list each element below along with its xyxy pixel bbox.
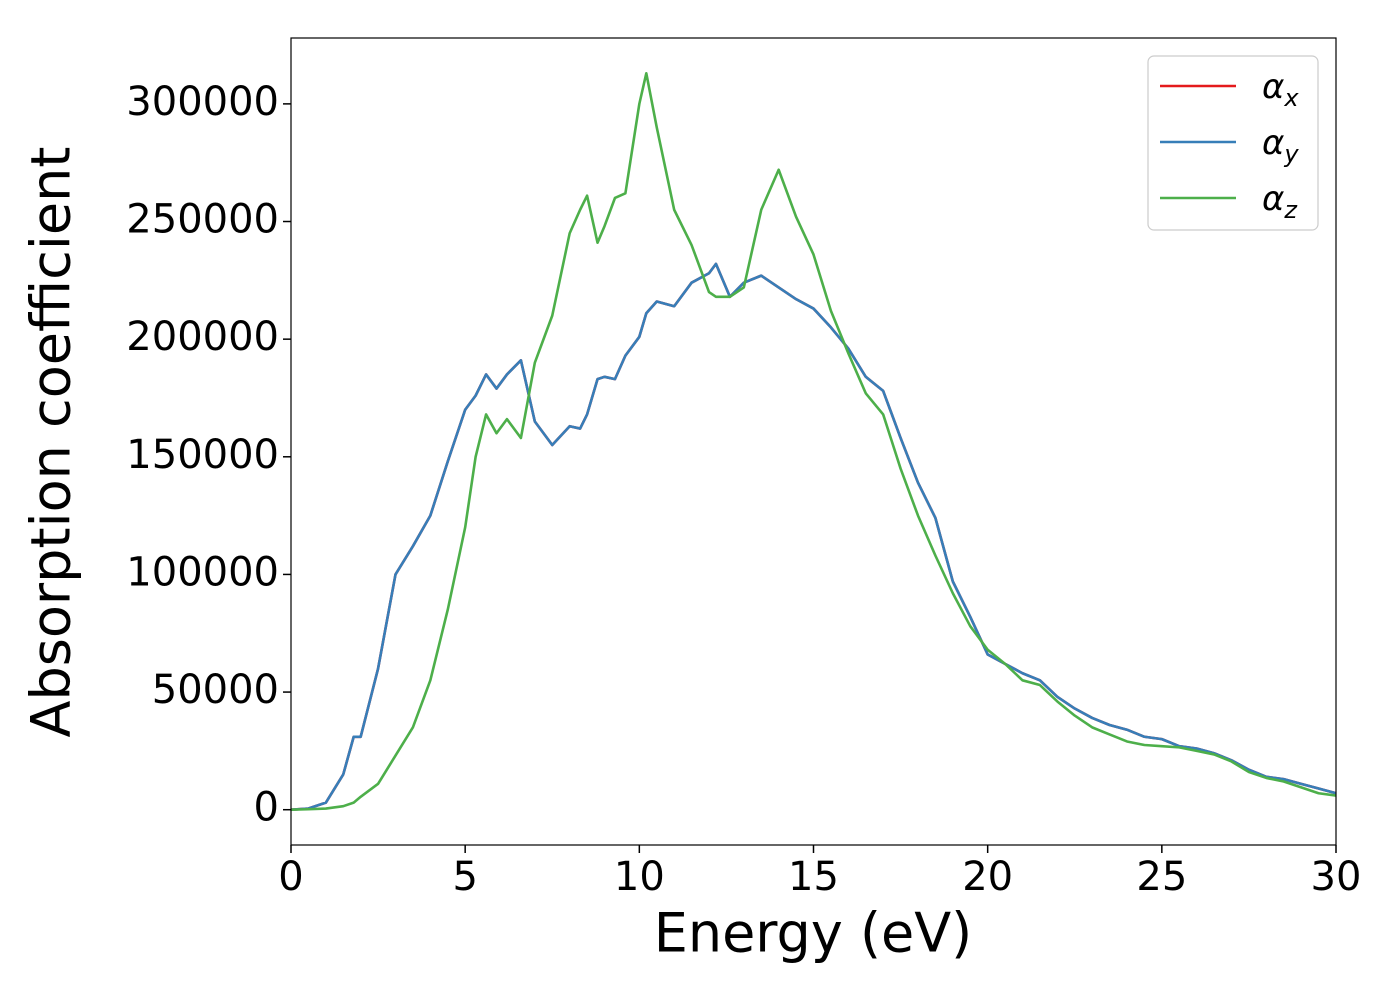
plot-lines bbox=[291, 71, 1336, 812]
plot-frame bbox=[290, 37, 1337, 846]
y-tick-label: 150000 bbox=[126, 432, 279, 478]
y-tick-label: 50000 bbox=[152, 667, 279, 713]
y-tick-label: 0 bbox=[254, 785, 279, 831]
y-tick-label: 100000 bbox=[126, 549, 279, 595]
x-tick-label: 30 bbox=[1311, 854, 1362, 900]
x-tick-label: 20 bbox=[962, 854, 1013, 900]
y-axis-label: Absorption coefficient bbox=[20, 147, 83, 738]
x-tick-label: 0 bbox=[278, 854, 303, 900]
series-line bbox=[291, 262, 1336, 812]
x-axis-label: Energy (eV) bbox=[654, 902, 973, 965]
series-line bbox=[291, 262, 1336, 812]
x-tick-label: 15 bbox=[788, 854, 839, 900]
x-tick-label: 25 bbox=[1136, 854, 1187, 900]
y-tick-label: 200000 bbox=[126, 314, 279, 360]
y-tick-label: 250000 bbox=[126, 197, 279, 243]
legend-label: αy bbox=[1262, 123, 1299, 168]
x-tick-label: 5 bbox=[452, 854, 477, 900]
x-tick-label: 10 bbox=[614, 854, 665, 900]
legend-label: αx bbox=[1262, 67, 1299, 112]
series-line bbox=[291, 71, 1336, 812]
y-tick-label: 300000 bbox=[126, 79, 279, 125]
legend-label: αz bbox=[1262, 179, 1298, 224]
